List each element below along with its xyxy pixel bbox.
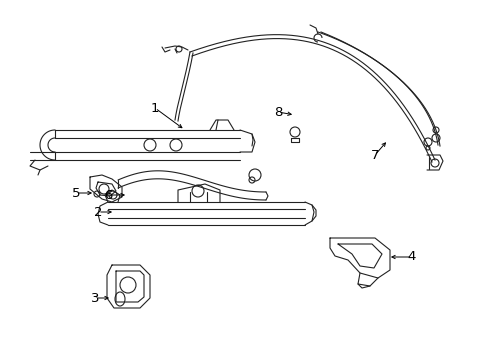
Text: 8: 8 (273, 105, 282, 118)
Text: 3: 3 (91, 292, 99, 305)
Text: 6: 6 (103, 189, 112, 202)
Text: 7: 7 (370, 149, 379, 162)
Text: 2: 2 (94, 206, 102, 219)
Text: 1: 1 (150, 102, 159, 114)
Text: 4: 4 (407, 251, 415, 264)
Text: 5: 5 (72, 186, 80, 199)
